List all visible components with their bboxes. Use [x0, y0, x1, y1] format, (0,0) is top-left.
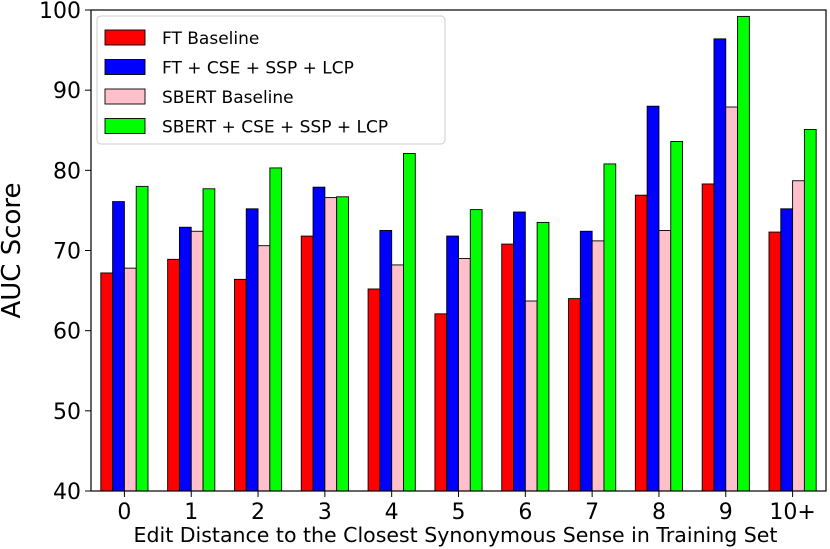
x-tick-label: 10+	[769, 500, 815, 525]
bar-ft-cse-ssp-lcp-5	[446, 235, 459, 492]
bar-sbert-baseline-1	[190, 230, 204, 492]
bar-sbert-cse-ssp-lcp-2	[269, 167, 283, 492]
bar-ft-cse-ssp-lcp-3	[312, 186, 326, 492]
bar-ft-baseline-6	[501, 243, 514, 492]
bar-sbert-cse-ssp-lcp-10plus	[803, 128, 817, 492]
legend-frame	[96, 15, 446, 145]
bar-ft-baseline-5	[434, 313, 448, 492]
bar-sbert-baseline-8	[658, 230, 672, 492]
y-tick-label: 60	[53, 320, 81, 345]
y-tick-label: 40	[53, 480, 81, 505]
bar-sbert-cse-ssp-lcp-3	[336, 196, 349, 492]
bar-ft-cse-ssp-lcp-6	[513, 211, 526, 492]
bars-group	[100, 15, 817, 492]
y-tick-label: 50	[53, 400, 81, 425]
bar-ft-baseline-10plus	[768, 231, 782, 492]
bar-sbert-baseline-9	[725, 106, 739, 492]
bar-sbert-cse-ssp-lcp-0	[135, 185, 149, 492]
bar-sbert-cse-ssp-lcp-4	[403, 153, 416, 492]
bar-sbert-baseline-10plus	[792, 180, 805, 492]
y-axis: 40 50 60 70 80 90 100	[39, 0, 91, 505]
x-tick-label: 3	[318, 500, 332, 525]
bar-sbert-baseline-5	[458, 258, 471, 492]
bar-ft-cse-ssp-lcp-2	[245, 208, 259, 492]
x-tick-label: 6	[518, 500, 532, 525]
bar-ft-cse-ssp-lcp-4	[379, 230, 393, 492]
bar-ft-baseline-7	[568, 298, 581, 492]
bar-ft-baseline-3	[300, 235, 314, 492]
x-tick-label: 1	[184, 500, 198, 525]
bar-sbert-cse-ssp-lcp-7	[603, 163, 617, 492]
y-tick-label: 70	[53, 240, 81, 265]
bar-ft-cse-ssp-lcp-9	[713, 38, 727, 492]
bar-sbert-baseline-6	[524, 300, 538, 492]
bar-ft-baseline-9	[701, 183, 715, 492]
legend-swatch	[104, 88, 146, 105]
legend-swatch	[104, 118, 146, 134]
x-tick-label: 7	[585, 500, 599, 525]
bar-sbert-baseline-4	[391, 264, 404, 492]
x-tick-label: 0	[117, 500, 131, 525]
bar-ft-baseline-8	[634, 194, 648, 492]
legend-swatch	[104, 29, 146, 46]
bar-sbert-baseline-2	[257, 245, 271, 492]
bar-ft-baseline-2	[233, 278, 247, 492]
x-tick-label: 5	[452, 500, 466, 525]
bar-ft-baseline-0	[100, 272, 114, 492]
bar-ft-baseline-1	[167, 258, 180, 492]
bar-ft-cse-ssp-lcp-0	[112, 201, 125, 492]
bar-ft-cse-ssp-lcp-7	[579, 230, 593, 492]
legend-swatch	[104, 59, 146, 75]
bar-sbert-cse-ssp-lcp-6	[536, 221, 550, 492]
y-tick-label: 90	[53, 79, 81, 104]
legend-label: SBERT Baseline	[162, 88, 294, 108]
bar-sbert-baseline-7	[591, 240, 605, 492]
x-axis-label: Edit Distance to the Closest Synonymous …	[134, 523, 778, 547]
x-tick-label: 9	[719, 500, 733, 525]
bar-ft-cse-ssp-lcp-1	[178, 226, 192, 492]
x-tick-label: 2	[251, 500, 265, 525]
y-tick-label: 100	[39, 0, 81, 24]
bar-ft-cse-ssp-lcp-8	[646, 105, 660, 492]
legend-label: FT Baseline	[162, 29, 259, 49]
bar-sbert-cse-ssp-lcp-1	[202, 188, 216, 492]
legend: FT Baseline FT + CSE + SSP + LCP SBERT Bas…	[96, 15, 446, 145]
bar-ft-cse-ssp-lcp-10plus	[780, 208, 794, 492]
bar-ft-baseline-4	[367, 288, 381, 492]
y-tick-label: 80	[53, 159, 81, 184]
y-axis-label: AUC Score	[0, 182, 27, 318]
x-tick-label: 4	[385, 500, 399, 525]
legend-label: FT + CSE + SSP + LCP	[162, 59, 354, 79]
bar-sbert-baseline-0	[123, 267, 137, 492]
bar-sbert-cse-ssp-lcp-5	[469, 209, 483, 492]
x-axis: 0 1 2 3 4 5 6 7 8 9 10+	[117, 491, 816, 525]
bar-sbert-cse-ssp-lcp-8	[670, 141, 684, 492]
x-tick-label: 8	[652, 500, 666, 525]
legend-label: SBERT + CSE + SSP + LCP	[162, 118, 388, 138]
bar-sbert-baseline-3	[324, 197, 338, 492]
bar-sbert-cse-ssp-lcp-9	[737, 15, 750, 492]
